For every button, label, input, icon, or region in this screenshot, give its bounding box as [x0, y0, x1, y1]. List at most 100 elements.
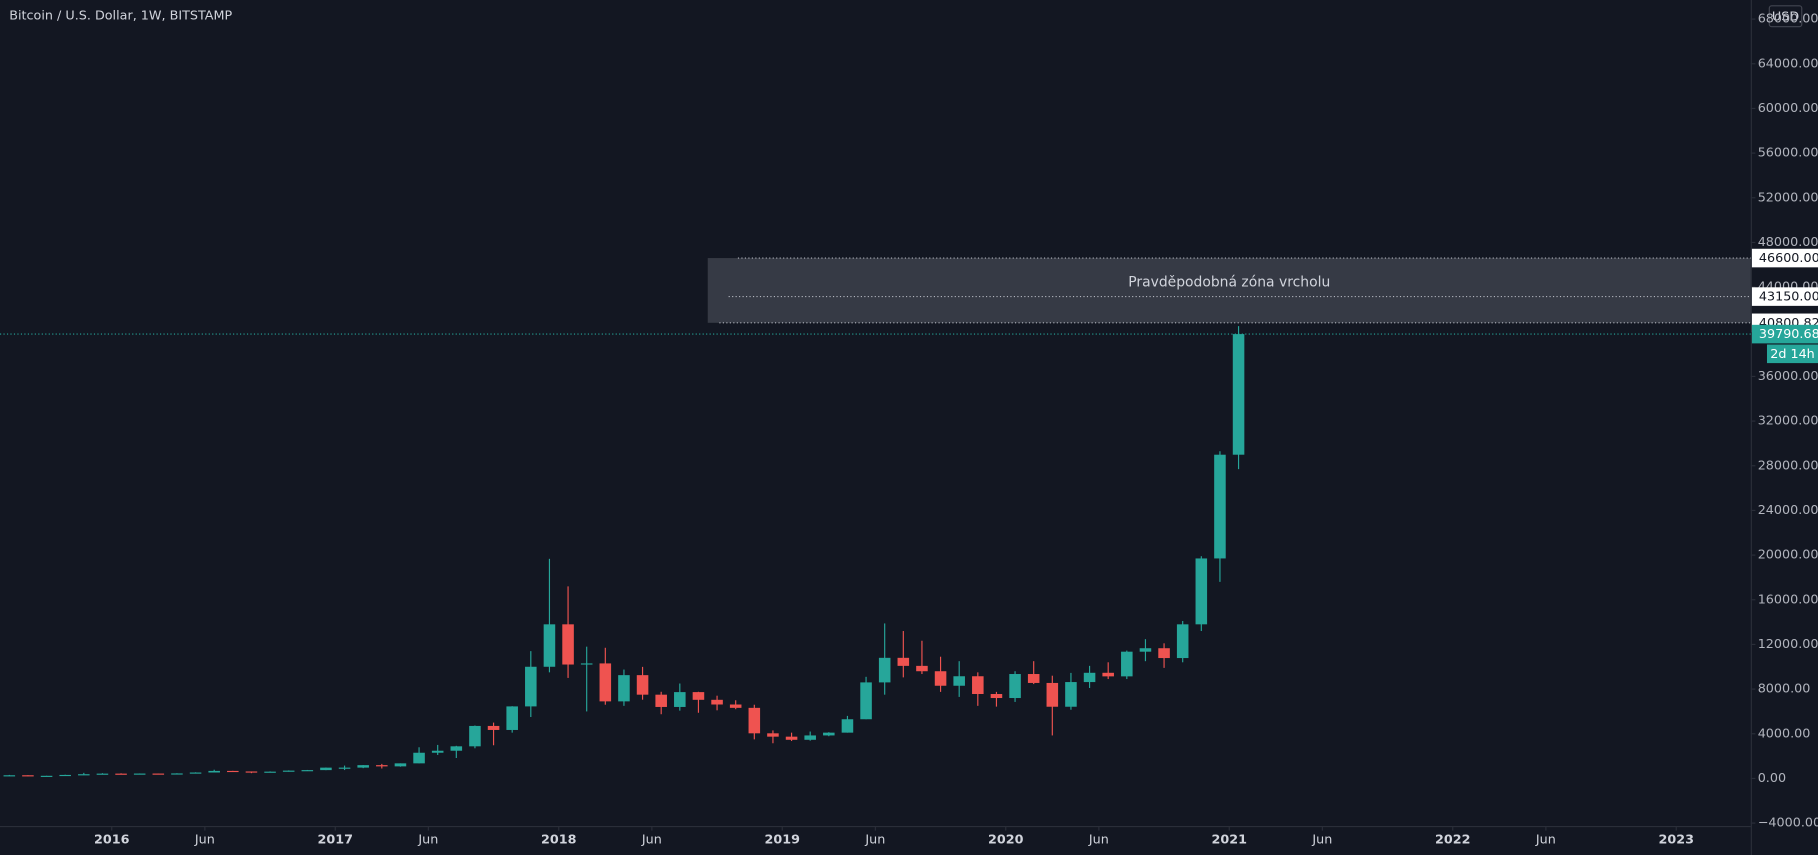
- candle-body: [525, 666, 537, 707]
- candle-body: [115, 773, 127, 775]
- candle-body: [376, 765, 388, 767]
- zone-label: Pravděpodobná zóna vrcholu: [1128, 275, 1330, 291]
- last-price-bg: [1751, 324, 1818, 344]
- candle-body: [1046, 682, 1059, 707]
- x-tick-label: 2017: [318, 832, 353, 847]
- candle-body: [729, 704, 742, 708]
- y-tick-label: 8000.00: [1758, 682, 1811, 697]
- y-tick-label: 28000.00: [1758, 458, 1818, 473]
- candle-body: [636, 675, 649, 695]
- price-label: 46600.00: [1759, 251, 1818, 266]
- candle-body: [860, 682, 872, 720]
- candle-body: [450, 746, 463, 751]
- y-tick-label: 12000.00: [1758, 637, 1818, 652]
- candle-body: [394, 763, 407, 767]
- y-tick-label: 52000.00: [1758, 190, 1818, 205]
- currency[interactable]: USD: [1772, 9, 1799, 24]
- candle-body: [804, 735, 816, 740]
- candle-body: [916, 665, 928, 672]
- x-tick-label: 2023: [1659, 832, 1694, 847]
- y-tick-label: 4000.00: [1758, 726, 1811, 741]
- candle-body: [841, 719, 854, 733]
- y-tick-label: 0.00: [1758, 771, 1786, 786]
- y-tick-label: 20000.00: [1758, 548, 1818, 563]
- candle-body: [655, 694, 667, 707]
- candle-body: [599, 663, 612, 702]
- candle-body: [22, 775, 34, 777]
- candle-body: [748, 707, 761, 734]
- candle-body: [227, 770, 239, 773]
- candle-body: [1158, 648, 1170, 659]
- candle-body: [1009, 674, 1021, 699]
- price-label: 43150.00: [1759, 290, 1818, 305]
- candle-body: [1176, 624, 1189, 659]
- x-tick-label: 2020: [988, 832, 1024, 847]
- candle-body: [1027, 674, 1040, 683]
- y-tick-label: 64000.00: [1758, 56, 1818, 71]
- x-tick-label: Jun: [1535, 832, 1556, 847]
- candle-body: [208, 770, 220, 773]
- candle-body: [506, 706, 518, 730]
- candle-body: [934, 671, 947, 686]
- x-tick-label: Jun: [1088, 832, 1109, 847]
- candle-body: [152, 773, 165, 775]
- candle-body: [40, 775, 53, 777]
- x-tick-label: 2021: [1212, 832, 1247, 847]
- candle-body: [413, 752, 425, 764]
- currency-badge[interactable]: [1768, 5, 1803, 28]
- candle-body: [1195, 558, 1208, 625]
- x-tick-label: 2022: [1435, 832, 1470, 847]
- candle-body: [823, 732, 835, 736]
- x-tick-label: 2018: [541, 832, 577, 847]
- y-tick-label: 24000.00: [1758, 503, 1818, 518]
- x-tick-label: Jun: [194, 832, 215, 847]
- candle-body: [692, 692, 705, 700]
- price-label-bg: [1751, 287, 1818, 306]
- y-tick-label: 56000.00: [1758, 146, 1818, 161]
- countdown-bg: [1766, 344, 1818, 364]
- candle-body: [1083, 672, 1096, 683]
- x-tick-label: Jun: [417, 832, 438, 847]
- last-price-label: 39790.68: [1759, 327, 1818, 342]
- candle-body: [562, 624, 574, 665]
- x-tick-label: 2016: [94, 832, 130, 847]
- candle-body: [1102, 672, 1114, 677]
- y-tick-label: −4000.00: [1758, 816, 1818, 831]
- candle-body: [897, 657, 910, 666]
- candle-body: [431, 750, 444, 753]
- candle-body: [133, 773, 146, 775]
- candle-body: [1232, 334, 1245, 455]
- x-tick-label: Jun: [864, 832, 885, 847]
- price-label-bg: [1751, 248, 1818, 268]
- candle-body: [785, 736, 798, 740]
- y-tick-label: 48000.00: [1758, 235, 1818, 250]
- y-tick-label: 32000.00: [1758, 414, 1818, 429]
- candle-body: [189, 772, 202, 774]
- plot: [0, 257, 1751, 777]
- candle-body: [1121, 651, 1133, 677]
- candle-body: [580, 663, 593, 665]
- candle-body: [282, 770, 295, 772]
- candle-body: [953, 676, 965, 686]
- candle-body: [469, 725, 481, 747]
- candle-body: [1214, 454, 1226, 559]
- x-tick-label: 2019: [765, 832, 801, 847]
- candle-body: [96, 773, 109, 775]
- candle-body: [3, 775, 16, 777]
- candle-body: [78, 774, 90, 776]
- y-tick-label: 36000.00: [1758, 369, 1818, 384]
- candle-body: [674, 692, 686, 707]
- candle-body: [59, 774, 71, 777]
- y-tick-label: 16000.00: [1758, 592, 1818, 607]
- candle-body: [1139, 648, 1152, 652]
- y-tick-label: 60000.00: [1758, 101, 1818, 116]
- y-tick-label: 68000.00: [1758, 12, 1818, 27]
- candle-body: [711, 699, 723, 705]
- candle-body: [878, 657, 891, 683]
- candle-body: [357, 765, 369, 768]
- candle-body: [618, 675, 630, 702]
- zone: [707, 258, 1751, 323]
